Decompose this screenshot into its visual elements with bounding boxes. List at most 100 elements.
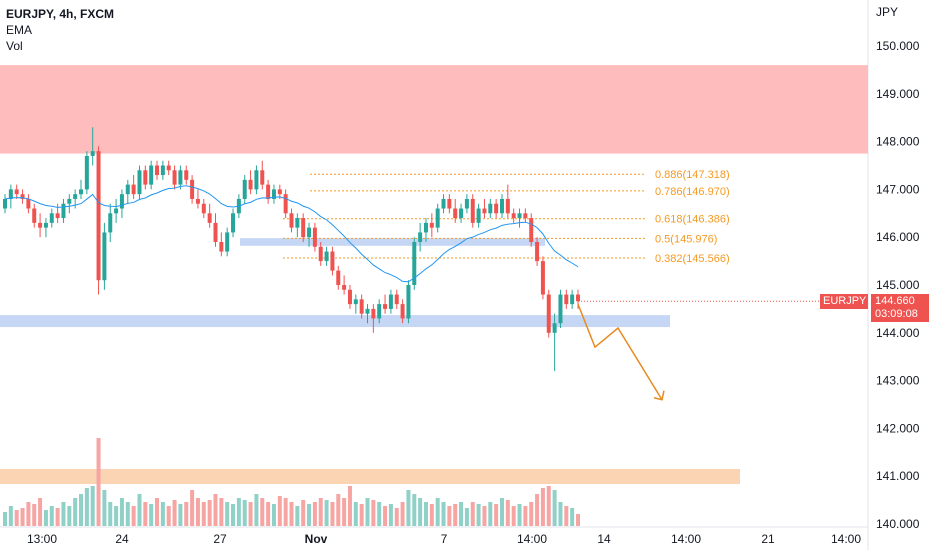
volume-bar xyxy=(190,490,195,526)
volume-bar xyxy=(254,494,259,526)
candle-body xyxy=(353,299,358,305)
fib-level-label: 0.382(145.566) xyxy=(655,253,730,265)
candle-body xyxy=(464,198,469,209)
volume-bar xyxy=(242,500,247,526)
candle-body xyxy=(423,222,428,233)
price-tick-label: 149.000 xyxy=(876,87,920,101)
volume-bar xyxy=(213,494,218,526)
candle-body xyxy=(3,198,7,209)
candle-body xyxy=(505,198,510,214)
candle-body xyxy=(43,222,48,228)
volume-bar xyxy=(195,498,200,526)
candle-body xyxy=(295,218,300,228)
candle-body xyxy=(289,213,294,228)
candle-body xyxy=(499,198,504,214)
candle-body xyxy=(172,170,177,185)
candle-body xyxy=(79,189,84,195)
candle-body xyxy=(14,189,19,195)
supply-zone xyxy=(0,65,868,154)
volume-bar xyxy=(470,502,475,526)
candle-body xyxy=(318,246,323,262)
volume-bar xyxy=(412,494,417,526)
volume-bar xyxy=(219,498,224,526)
volume-bar xyxy=(423,502,428,526)
candle-body xyxy=(108,213,113,233)
candle-body xyxy=(576,294,580,302)
candle-body xyxy=(283,194,288,214)
candle-body xyxy=(114,208,119,214)
candle-body xyxy=(271,189,276,199)
candle-body xyxy=(125,184,130,195)
volume-bar xyxy=(49,506,54,526)
volume-bar xyxy=(96,438,101,526)
price-tick-label: 141.000 xyxy=(876,469,920,483)
candle-body xyxy=(20,194,25,199)
volume-bar xyxy=(312,502,317,526)
candle-body xyxy=(564,294,569,305)
volume-bar xyxy=(511,506,516,526)
volume-bar xyxy=(464,508,469,526)
candle-body xyxy=(301,218,306,238)
volume-bar xyxy=(55,508,60,526)
candle-body xyxy=(517,213,522,219)
candle-body xyxy=(254,170,259,190)
volume-bar xyxy=(482,506,487,526)
volume-bar xyxy=(307,504,312,526)
candle-body xyxy=(32,208,37,223)
volume-bar xyxy=(67,506,72,526)
volume-bar xyxy=(225,502,230,526)
candle-body xyxy=(342,285,347,290)
volume-bar xyxy=(149,504,154,526)
volume-indicator-label[interactable]: Vol xyxy=(6,39,23,53)
volume-bar xyxy=(236,498,241,526)
ema-line xyxy=(4,185,579,283)
volume-bar xyxy=(231,504,236,526)
candle-body xyxy=(219,241,224,252)
volume-bar xyxy=(546,486,551,526)
volume-bar xyxy=(359,504,364,526)
symbol-price-badge: EURJPY xyxy=(820,294,868,309)
volume-bar xyxy=(137,494,142,526)
candle-body xyxy=(307,227,312,238)
ema-indicator-label[interactable]: EMA xyxy=(6,23,33,37)
volume-bar xyxy=(441,502,446,526)
candle-body xyxy=(166,165,171,171)
price-tick-label: 142.000 xyxy=(876,421,920,435)
volume-bar xyxy=(90,486,95,526)
symbol-title[interactable]: EURJPY, 4h, FXCM xyxy=(6,7,115,21)
last-price-value: 144.660 xyxy=(875,295,915,307)
volume-bar xyxy=(406,490,411,526)
candle-body xyxy=(260,170,265,185)
volume-bar xyxy=(336,494,341,526)
time-tick-label: 14:00 xyxy=(517,532,547,546)
candle-body xyxy=(137,170,142,195)
candle-body xyxy=(470,198,475,223)
candle-body xyxy=(529,218,534,242)
candle-body xyxy=(453,208,458,219)
time-tick-label: 24 xyxy=(115,532,129,546)
candle-body xyxy=(459,208,464,219)
candle-body xyxy=(371,308,376,319)
candle-body xyxy=(149,165,154,185)
candle-body xyxy=(435,208,440,228)
candle-body xyxy=(330,251,335,271)
fib-level-label: 0.618(146.386) xyxy=(655,214,730,226)
volume-bar xyxy=(558,502,563,526)
candle-body xyxy=(8,189,13,199)
candle-body xyxy=(277,189,282,195)
candle-body xyxy=(494,203,499,214)
volume-bar xyxy=(155,498,160,526)
volume-bar xyxy=(552,490,557,526)
volume-bar xyxy=(14,510,19,526)
candle-body xyxy=(324,251,329,262)
volume-bar xyxy=(61,502,66,526)
volume-bar xyxy=(114,506,119,526)
time-tick-label: 7 xyxy=(441,532,448,546)
candle-body xyxy=(511,213,516,219)
candle-body xyxy=(119,194,124,209)
volume-bar xyxy=(131,506,136,526)
volume-bar xyxy=(207,500,212,526)
candle-body xyxy=(90,151,95,156)
candle-body xyxy=(225,232,230,252)
